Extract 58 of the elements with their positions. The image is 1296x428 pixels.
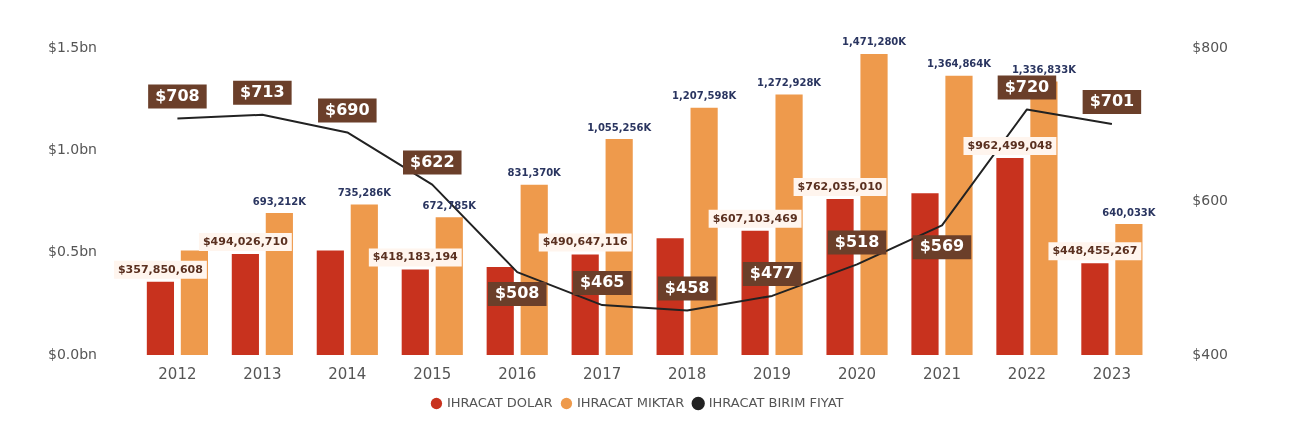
data-label: $494,026,710 (202, 234, 289, 248)
data-label: $418,183,194 (372, 250, 459, 264)
x-tick-label: 2021 (922, 364, 962, 383)
y2-tick-label: $600 (1192, 192, 1229, 209)
y2-tick-label: $800 (1192, 38, 1229, 55)
x-tick-label: 2019 (752, 364, 792, 383)
y-tick-label: $0.5bn (47, 243, 97, 260)
data-label: $690 (325, 99, 370, 119)
y-tick-label: $1.5bn (47, 38, 97, 55)
bar (401, 269, 429, 355)
data-label: 831,370K (507, 167, 563, 179)
bar (146, 281, 175, 355)
data-label: 1,207,598K (672, 90, 738, 102)
data-label: 693,212K (252, 195, 308, 207)
data-label: $357,850,608 (117, 262, 203, 276)
data-label: $569 (919, 236, 965, 256)
y2-tick-label: $400 (1192, 345, 1229, 362)
data-label: 1,272,928K (757, 77, 823, 89)
data-label: $713 (240, 81, 285, 101)
bar (231, 253, 259, 355)
legend-label: IHRACAT DOLAR (446, 394, 553, 410)
data-label: 1,471,280K (841, 36, 908, 48)
data-label: 640,033K (1102, 206, 1157, 218)
x-tick-label: 2018 (668, 364, 707, 383)
y-tick-label: $0.0bn (47, 345, 97, 362)
x-tick-label: 2017 (583, 364, 622, 383)
x-tick-label: 2020 (837, 364, 877, 383)
x-tick-label: 2014 (328, 364, 367, 383)
data-label: $477 (749, 263, 795, 283)
y-tick-label: $1.0bn (47, 140, 97, 157)
bar (996, 158, 1024, 355)
x-tick-label: 2015 (413, 364, 452, 383)
x-tick-label: 2013 (243, 364, 282, 383)
data-label: $458 (664, 277, 710, 297)
legend-label: IHRACAT BIRIM FIYAT (708, 394, 844, 410)
data-label: $490,647,116 (542, 235, 628, 249)
x-tick-label: 2022 (1007, 364, 1047, 383)
x-tick-label: 2012 (158, 364, 197, 383)
legend-label: IHRACAT MIKTAR (576, 394, 685, 410)
data-label: 1,055,256K (587, 121, 653, 133)
data-label: 1,364,864K (926, 58, 993, 70)
data-label: $508 (494, 283, 540, 303)
data-label: $720 (1004, 76, 1050, 96)
data-label: 735,286K (337, 187, 393, 199)
data-label: $518 (834, 231, 880, 251)
data-label: $448,455,267 (1052, 244, 1138, 258)
data-label: $607,103,469 (712, 211, 798, 225)
data-label: $622 (410, 151, 455, 171)
x-tick-label: 2023 (1092, 364, 1131, 383)
data-label: $701 (1089, 91, 1135, 111)
data-label: $465 (579, 272, 625, 292)
data-label: $762,035,010 (797, 179, 883, 193)
x-tick-label: 2016 (498, 364, 537, 383)
data-label: $708 (155, 85, 200, 105)
bar (316, 250, 344, 355)
data-label: $962,499,048 (967, 138, 1053, 152)
bar (1081, 263, 1109, 355)
data-label: 1,336,833K (1011, 63, 1078, 75)
